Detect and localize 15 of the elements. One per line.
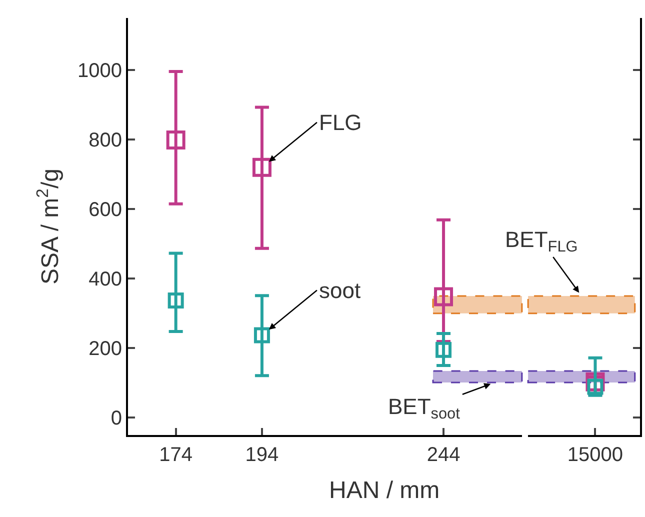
x-tick-label: 15000 — [567, 444, 624, 466]
x-tick-label: 194 — [245, 444, 279, 466]
y-tick-label: 600 — [88, 199, 122, 222]
text: soot — [319, 278, 361, 303]
y-tick-label: 400 — [88, 268, 122, 291]
x-axis-title: HAN / mm — [329, 477, 440, 504]
x-tick-label: 174 — [159, 444, 193, 466]
y-tick-label: 0 — [110, 408, 122, 430]
y-tick-label: 800 — [88, 130, 122, 152]
x-tick-label: 244 — [426, 444, 460, 466]
band-label: BET$_{soot}$ — [388, 394, 461, 423]
y-tick-label: 1000 — [78, 60, 122, 82]
band-label: BET$_{FLG}$ — [505, 227, 578, 256]
y-tick-label: 200 — [88, 338, 122, 360]
text: FLG — [319, 110, 362, 135]
